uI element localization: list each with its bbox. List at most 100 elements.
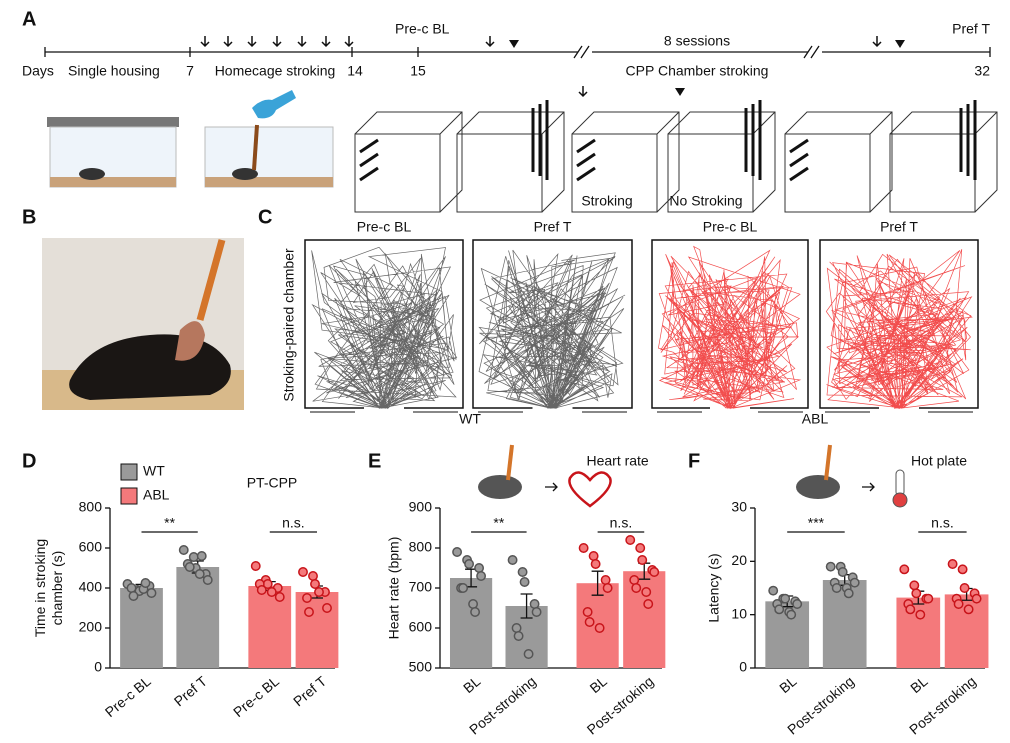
data-point [507,555,518,565]
trajectories: Pre-c BL Pref T Pre-c BL Pref T [304,219,979,413]
chamber [354,111,463,213]
stripe [789,152,809,168]
group-label: WT [459,411,481,427]
data-point [843,588,854,599]
data-point [635,543,646,553]
bar [295,592,339,668]
data-point [594,623,605,633]
stripe [359,138,379,154]
data-point [629,575,640,585]
data-point [194,569,205,579]
data-point [971,593,982,604]
y-tick-label: 500 [409,659,433,675]
stripe [576,152,596,168]
data-point [909,580,920,591]
y-tick-label: 30 [731,499,747,515]
data-point [523,649,534,659]
bar [623,571,666,668]
timeline-label: CPP Chamber stroking [626,63,769,79]
timeline-label: 14 [347,63,363,79]
chamber-label: Stroking [581,193,632,209]
panel-label: C [258,206,272,228]
y-tick-label: 600 [79,539,103,555]
data-point [304,607,314,617]
data-point [468,599,479,609]
chamber [571,111,680,213]
cage-illustrations [47,90,334,188]
data-point [314,587,324,597]
data-point [915,609,926,620]
timeline [44,45,991,59]
error-bar [591,570,604,596]
data-point [588,551,599,561]
data-point [774,604,785,615]
data-point [274,592,285,602]
error-bar [520,593,533,619]
chamber-label: No Stroking [669,193,742,209]
y-axis-label: Heart rate (bpm) [386,537,402,640]
data-point [298,567,308,577]
data-point [452,547,463,557]
y-tick-label: 20 [731,552,747,568]
x-tick-label: Pre-c BL [102,673,154,720]
data-point [140,578,151,588]
data-point [511,623,522,633]
data-point [768,585,779,596]
significance-label: ** [493,515,504,531]
annotation: Hot plate [911,453,967,469]
annotation: Heart rate [586,453,648,469]
data-point [582,607,593,617]
bar [449,578,493,668]
data-point [825,561,836,572]
panel-label: F [688,450,700,472]
x-tick-label: Pref T [290,673,330,710]
trajectory [478,249,626,410]
data-point [256,585,267,595]
data-point [957,564,968,575]
data-point [786,609,797,620]
data-point [643,599,654,609]
panel-label: E [368,450,381,472]
legend-swatch [120,487,138,505]
stripe [576,138,596,154]
icons [478,444,908,508]
arrow [223,36,233,48]
timeline-label: Single housing [68,63,160,79]
data-point [126,583,137,593]
panel-label: A [22,8,36,30]
y-axis-label: Latency (s) [706,553,722,622]
data-point [529,599,540,609]
data-point [959,583,970,593]
data-point [631,583,642,593]
photo [42,238,244,410]
data-point [963,604,974,615]
data-point [470,607,481,617]
data-point [196,551,207,561]
data-point [513,631,524,641]
significance-label: *** [808,515,825,531]
data-point [837,567,848,577]
data-point [250,561,261,571]
significance-label: n.s. [931,515,954,531]
data-point [602,583,613,593]
timeline-label: Pref T [952,21,990,37]
x-tick-label: BL [587,673,611,696]
significance-label: n.s. [282,515,305,531]
arena [819,239,979,409]
chamber [784,111,893,213]
data-point [649,567,660,577]
arena-title: Pre-c BL [357,219,412,235]
data-point [831,583,842,593]
data-point [202,575,213,585]
timeline-label: 8 sessions [664,33,730,49]
data-point [302,593,312,603]
data-point [476,571,487,581]
data-point [625,535,636,545]
data-point [308,571,318,581]
panel-label: B [22,206,36,228]
data-point [188,552,199,562]
data-point [584,617,595,627]
data-point [184,562,195,572]
stripe [359,166,379,182]
